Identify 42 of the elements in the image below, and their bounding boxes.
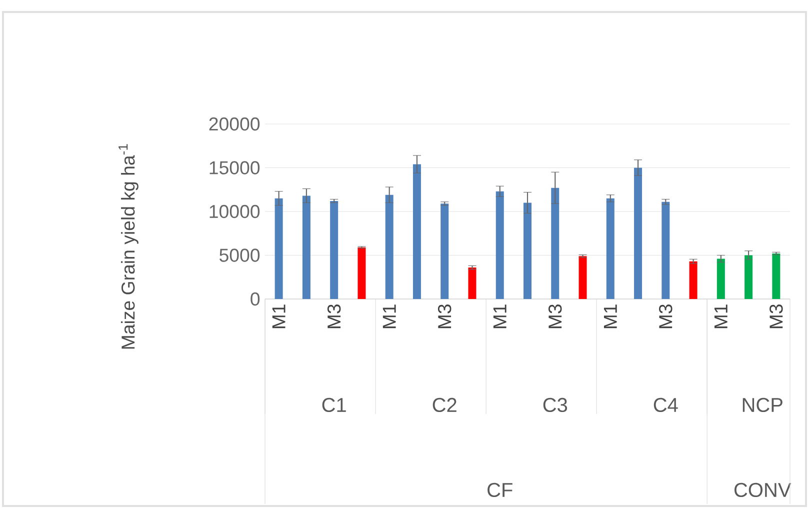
- x-tick-label: M1: [714, 304, 728, 328]
- bar: [606, 198, 614, 299]
- text: CF: [488, 482, 512, 498]
- x-tick-label: M3: [770, 304, 783, 328]
- y-tick-label: 10000: [210, 204, 260, 218]
- bar: [412, 164, 421, 299]
- text: C2: [432, 398, 456, 412]
- bar: [524, 202, 532, 299]
- bar: [358, 247, 366, 299]
- text: C3: [543, 398, 568, 412]
- bar: [716, 258, 725, 299]
- x-tick-label: M1: [493, 304, 506, 328]
- bar: [551, 188, 560, 299]
- bar: [662, 202, 670, 299]
- y-axis-title: Maize Grain yield kg ha$^{-1}$: [118, 144, 138, 349]
- x-tick-label: M1: [604, 304, 617, 328]
- bar: [274, 198, 283, 299]
- text: C1: [322, 398, 346, 412]
- bar: [385, 194, 394, 299]
- bar: [496, 191, 504, 299]
- x-tick-label: M1: [272, 304, 286, 328]
- x-tick-label: M3: [327, 304, 341, 328]
- text: NCP: [742, 398, 782, 412]
- bar: [468, 267, 476, 299]
- y-tick-label: 0: [250, 292, 260, 306]
- text: C4: [654, 398, 678, 412]
- x-tick-label: M1: [382, 304, 396, 328]
- bar: [744, 255, 753, 299]
- text: CONV: [734, 482, 792, 498]
- bar: [440, 204, 449, 299]
- bar: [689, 261, 698, 299]
- bar: [302, 196, 310, 299]
- x-tick-label: M3: [659, 304, 672, 328]
- y-tick-label: 5000: [220, 248, 260, 262]
- bar: [772, 253, 780, 299]
- bar: [330, 200, 338, 299]
- y-tick-label: 15000: [210, 161, 260, 174]
- x-tick-label: M3: [438, 304, 452, 328]
- bar: [578, 256, 587, 299]
- x-tick-label: M3: [548, 304, 562, 328]
- y-tick-label: 20000: [209, 117, 260, 131]
- bar: [634, 168, 642, 299]
